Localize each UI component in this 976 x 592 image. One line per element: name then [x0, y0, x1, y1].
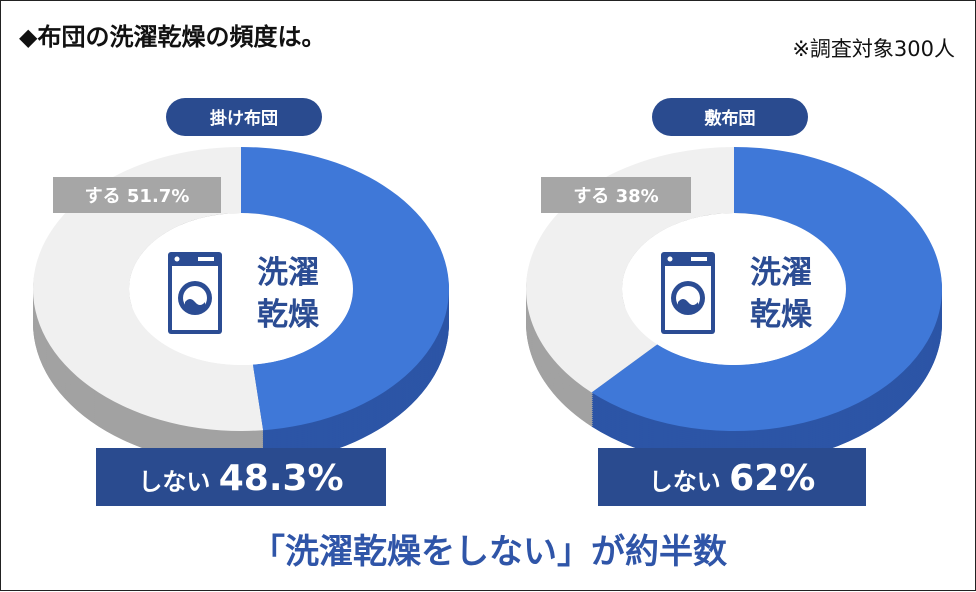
- no-label-value: 62%: [729, 458, 815, 499]
- survey-note: ※調査対象300人: [792, 37, 955, 61]
- no-label-box: [96, 448, 386, 506]
- machine-knob: [667, 256, 673, 262]
- machine-display: [691, 257, 707, 261]
- yes-label-tag: [541, 177, 691, 213]
- machine-water: [185, 299, 205, 310]
- chart-title: 掛け布団: [210, 108, 278, 129]
- no-label-prefix: しない: [138, 468, 218, 496]
- washing-machine-icon: [661, 252, 715, 334]
- no-label-box: [598, 448, 866, 506]
- no-data-label: しない 62%: [649, 458, 816, 499]
- no-data-label: しない 48.3%: [138, 458, 343, 499]
- summary-caption: 「洗濯乾燥をしない」が約半数: [251, 532, 727, 572]
- machine-display: [198, 257, 214, 261]
- yes-data-label: する 38%: [573, 186, 658, 207]
- chart-title: 敷布団: [705, 108, 756, 129]
- chart-header-pill: [166, 98, 322, 136]
- washing-machine-icon: [168, 252, 222, 334]
- yes-label-tag: [53, 177, 221, 213]
- machine-knob: [174, 256, 180, 262]
- machine-water: [678, 299, 698, 310]
- no-label-value: 48.3%: [219, 458, 344, 499]
- center-label-line-2: 乾燥: [257, 297, 320, 333]
- center-label-line-2: 乾燥: [750, 297, 813, 333]
- slice-no: [591, 147, 943, 431]
- center-label-line-1: 洗濯: [257, 255, 319, 291]
- slice-no: [241, 147, 449, 431]
- donut-hole: [622, 213, 846, 365]
- page-title: ◆布団の洗濯乾燥の頻度は。: [19, 23, 326, 51]
- donut-hole: [129, 213, 353, 365]
- chart-header-pill: [652, 98, 808, 136]
- no-label-prefix: しない: [649, 468, 729, 496]
- slice-yes: [32, 147, 264, 431]
- center-label-line-1: 洗濯: [750, 255, 812, 291]
- yes-data-label: する 51.7%: [85, 186, 190, 207]
